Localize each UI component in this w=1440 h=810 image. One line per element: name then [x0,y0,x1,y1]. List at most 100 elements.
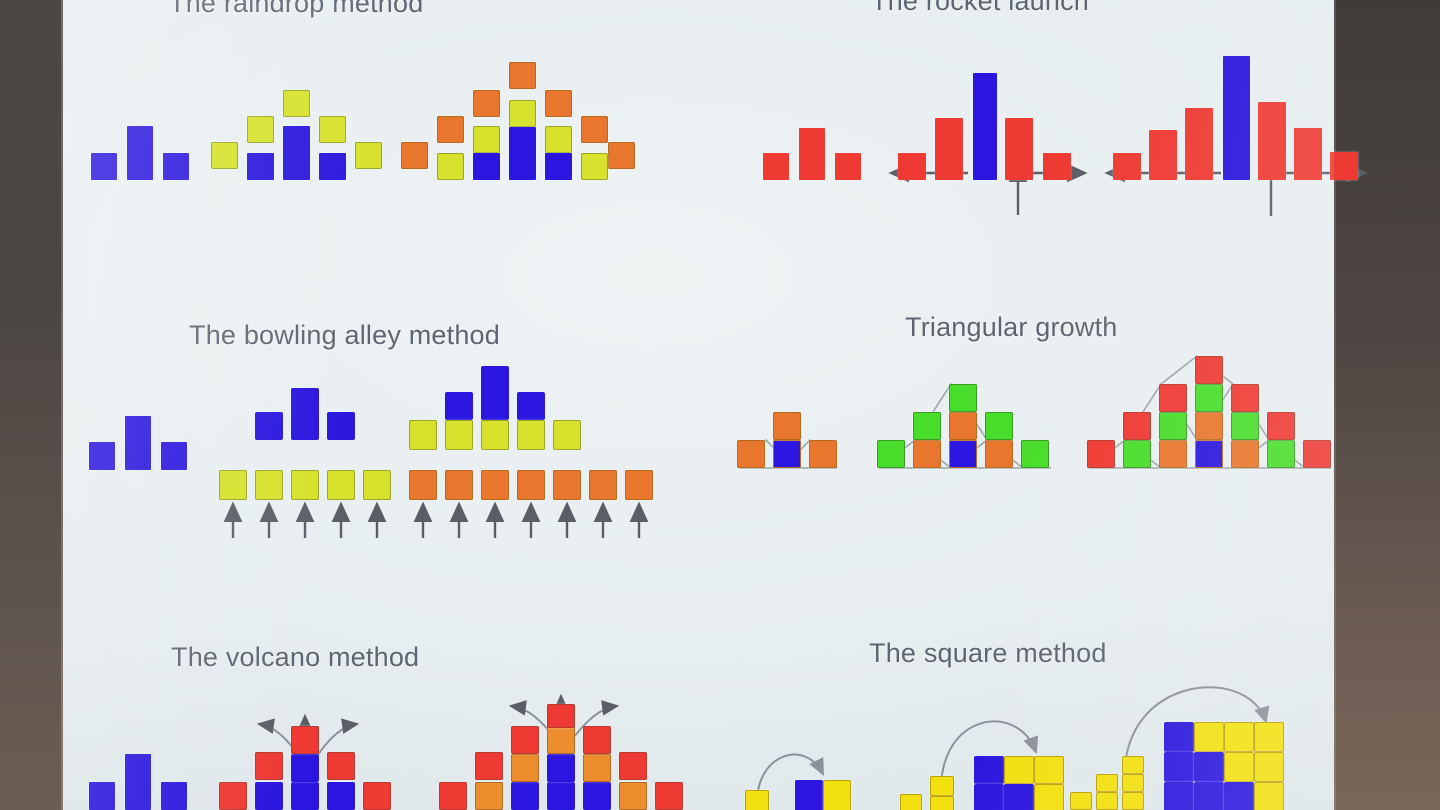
volcano-stage-3 [433,692,693,810]
block [1267,412,1295,440]
bowling-stage-2 [213,388,413,540]
block [583,782,611,810]
staircase-block [1070,792,1092,810]
bar [161,442,187,470]
block [913,412,941,440]
square-tile [1254,752,1284,782]
block [291,754,319,782]
wall-left [0,0,63,810]
bar [445,392,473,420]
square-tile [974,756,1004,784]
rocket-stage-3 [1093,38,1373,216]
bar [935,118,963,180]
bar [1113,153,1141,180]
panel-square: The square method [683,630,1334,810]
block [255,752,283,780]
block [809,440,837,468]
bar [1258,102,1286,180]
pin [625,470,653,500]
block [1159,384,1187,412]
volcano-stage-1 [83,745,193,810]
pin [589,470,617,500]
staircase-block [1096,774,1118,792]
block [1231,384,1259,412]
rocket-stage-2 [873,52,1103,215]
square-tile [1224,782,1254,810]
triangular-stage-1 [733,410,843,470]
bar [1043,153,1071,180]
projected-slide: The raindrop method [63,0,1368,810]
falling-block [581,116,608,143]
pin [409,470,437,500]
bar [91,153,117,180]
square-tile [1254,782,1284,810]
square-tile [1164,782,1194,810]
bowling-stage-1 [83,395,193,470]
bar [255,412,283,440]
bar [125,416,151,470]
bowling-arrows-stage-3 [413,501,649,538]
square-tile [1194,782,1224,810]
bar [89,782,115,810]
staircase-block [1122,774,1144,792]
bar [473,153,500,180]
bar [127,126,153,180]
square-tile [1194,752,1224,782]
block [363,782,391,810]
top-block [553,420,581,450]
block [949,412,977,440]
raindrop-stage-3 [393,62,635,180]
staircase-block [745,790,769,810]
square-tile [823,780,851,810]
block [1123,440,1151,468]
bar [161,782,187,810]
block [1123,412,1151,440]
bar [1149,130,1177,180]
bar [125,754,151,810]
bar [1005,118,1033,180]
block [655,782,683,810]
block [511,782,539,810]
bar [247,153,274,180]
panel-title-raindrop: The raindrop method [169,0,424,18]
staircase-block [930,776,954,796]
top-block [437,153,464,180]
top-block [517,420,545,450]
bar [545,153,572,180]
falling-block [473,90,500,117]
raindrop-stage-2 [203,90,383,180]
pin [481,470,509,500]
block [583,726,611,754]
block [985,412,1013,440]
panel-title-rocket: The rocket launch [871,0,1090,16]
top-block [581,153,608,180]
pin [219,470,247,500]
bar [481,366,509,420]
block [1159,412,1187,440]
block [547,754,575,782]
wall-right [1334,0,1440,810]
block [475,752,503,780]
falling-block [211,142,238,169]
bar [163,153,189,180]
bar [1294,128,1322,180]
pin [517,470,545,500]
block [1231,440,1259,468]
bar [291,388,319,440]
staircase-block [1122,792,1144,810]
bar [898,153,926,180]
block [773,440,801,468]
panel-title-square: The square method [869,638,1107,668]
falling-block [283,90,310,117]
panel-rocket: The rocket launch [683,0,1368,270]
block [547,782,575,810]
block [547,726,575,754]
block [619,752,647,780]
staircase-block [930,796,954,810]
raindrop-stage-1 [83,90,203,180]
square-tile [1034,784,1064,810]
falling-block [247,116,274,143]
falling-block [401,142,428,169]
bar [517,392,545,420]
block [949,440,977,468]
